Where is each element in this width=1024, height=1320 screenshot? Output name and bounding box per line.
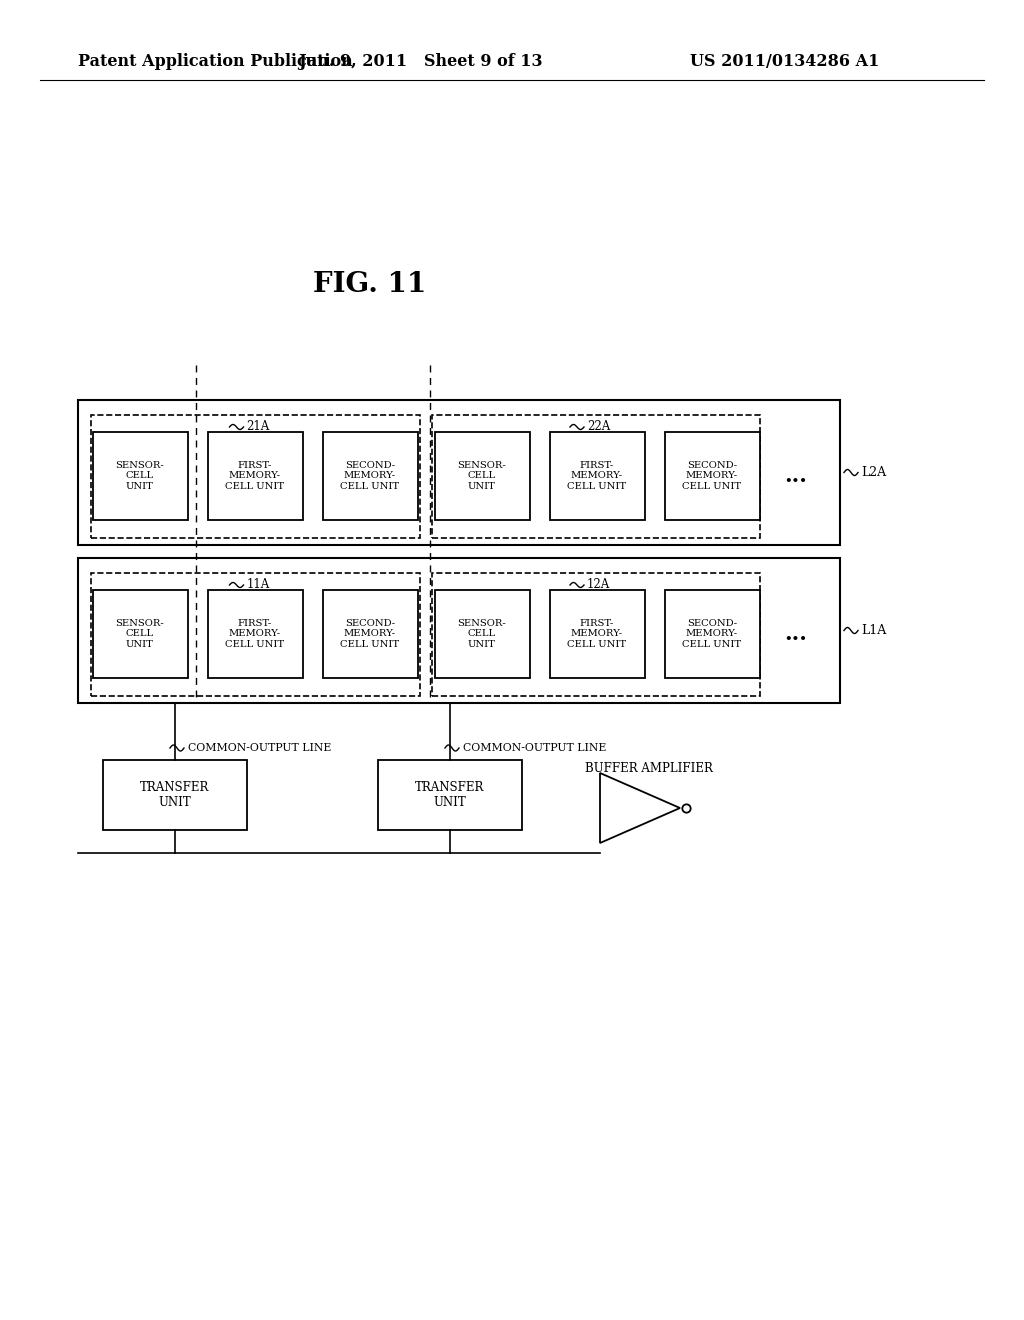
Bar <box>92 590 187 678</box>
Bar <box>208 590 302 678</box>
Text: SENSOR-
CELL
UNIT: SENSOR- CELL UNIT <box>116 461 165 491</box>
Bar <box>665 432 760 520</box>
Bar <box>434 432 529 520</box>
Bar <box>91 414 420 539</box>
Text: 21A: 21A <box>247 421 269 433</box>
Bar <box>208 432 302 520</box>
Bar <box>323 432 418 520</box>
Bar <box>550 432 644 520</box>
Text: TRANSFER
UNIT: TRANSFER UNIT <box>416 781 484 809</box>
Bar <box>91 573 420 696</box>
Text: L2A: L2A <box>861 466 886 479</box>
Text: FIG. 11: FIG. 11 <box>313 272 427 298</box>
Text: SECOND-
MEMORY-
CELL UNIT: SECOND- MEMORY- CELL UNIT <box>340 461 399 491</box>
Bar <box>92 432 187 520</box>
Text: 11A: 11A <box>247 578 269 591</box>
Bar <box>78 558 840 704</box>
Text: Patent Application Publication: Patent Application Publication <box>78 54 352 70</box>
Text: SENSOR-
CELL
UNIT: SENSOR- CELL UNIT <box>116 619 165 649</box>
Text: TRANSFER
UNIT: TRANSFER UNIT <box>140 781 210 809</box>
Text: SECOND-
MEMORY-
CELL UNIT: SECOND- MEMORY- CELL UNIT <box>682 619 741 649</box>
Bar <box>432 414 760 539</box>
Bar <box>323 590 418 678</box>
Text: Jun. 9, 2011   Sheet 9 of 13: Jun. 9, 2011 Sheet 9 of 13 <box>298 54 543 70</box>
Text: COMMON-OUTPUT LINE: COMMON-OUTPUT LINE <box>188 743 332 752</box>
Text: ...: ... <box>784 465 808 487</box>
Text: SECOND-
MEMORY-
CELL UNIT: SECOND- MEMORY- CELL UNIT <box>682 461 741 491</box>
Text: BUFFER AMPLIFIER: BUFFER AMPLIFIER <box>585 762 713 775</box>
Text: L1A: L1A <box>861 624 886 638</box>
Text: 22A: 22A <box>587 421 610 433</box>
Bar <box>378 760 522 830</box>
Text: 12A: 12A <box>587 578 610 591</box>
Bar <box>432 573 760 696</box>
Bar <box>550 590 644 678</box>
Text: SENSOR-
CELL
UNIT: SENSOR- CELL UNIT <box>458 619 507 649</box>
Bar <box>665 590 760 678</box>
Text: SECOND-
MEMORY-
CELL UNIT: SECOND- MEMORY- CELL UNIT <box>340 619 399 649</box>
Text: SENSOR-
CELL
UNIT: SENSOR- CELL UNIT <box>458 461 507 491</box>
Text: FIRST-
MEMORY-
CELL UNIT: FIRST- MEMORY- CELL UNIT <box>567 619 627 649</box>
Text: US 2011/0134286 A1: US 2011/0134286 A1 <box>690 54 880 70</box>
Bar <box>78 400 840 545</box>
Text: FIRST-
MEMORY-
CELL UNIT: FIRST- MEMORY- CELL UNIT <box>225 461 285 491</box>
Text: COMMON-OUTPUT LINE: COMMON-OUTPUT LINE <box>463 743 606 752</box>
Text: FIRST-
MEMORY-
CELL UNIT: FIRST- MEMORY- CELL UNIT <box>567 461 627 491</box>
Bar <box>434 590 529 678</box>
Text: ...: ... <box>784 623 808 645</box>
Text: FIRST-
MEMORY-
CELL UNIT: FIRST- MEMORY- CELL UNIT <box>225 619 285 649</box>
Bar <box>103 760 247 830</box>
